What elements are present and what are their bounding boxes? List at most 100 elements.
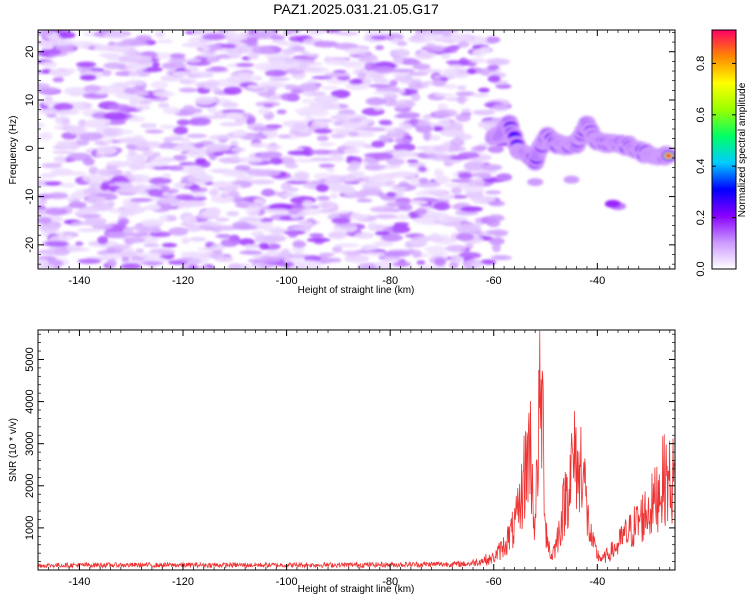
- x-tick-label: -100: [276, 275, 298, 287]
- noise-blob: [268, 77, 290, 81]
- noise-blob: [442, 68, 458, 77]
- noise-blob: [495, 83, 512, 89]
- noise-blob: [316, 195, 331, 201]
- noise-blob: [415, 208, 428, 215]
- signal-blob: [496, 173, 513, 182]
- noise-blob: [258, 107, 271, 115]
- noise-blob: [435, 170, 444, 177]
- noise-blob: [247, 212, 257, 217]
- noise-blob: [180, 200, 206, 207]
- noise-blob: [217, 30, 229, 34]
- noise-blob: [166, 215, 178, 222]
- noise-blob: [154, 30, 166, 38]
- noise-blob: [105, 84, 129, 92]
- noise-blob: [147, 226, 162, 234]
- noise-blob: [129, 98, 138, 107]
- noise-blob: [434, 257, 446, 267]
- noise-blob: [162, 62, 187, 69]
- noise-blob: [373, 106, 383, 111]
- noise-blob: [45, 208, 62, 216]
- noise-blob: [54, 156, 66, 164]
- noise-blob: [393, 214, 411, 220]
- noise-blob: [445, 244, 467, 253]
- noise-blob: [316, 135, 329, 142]
- noise-blob: [471, 93, 489, 98]
- noise-blob: [444, 146, 467, 152]
- noise-blob: [332, 246, 343, 253]
- noise-blob: [143, 243, 160, 248]
- noise-blob: [306, 53, 320, 58]
- noise-blob: [175, 154, 188, 162]
- snr-plot-area: [38, 330, 675, 570]
- noise-blob: [374, 79, 391, 85]
- noise-blob: [159, 124, 177, 130]
- noise-blob: [61, 118, 71, 127]
- noise-blob: [488, 237, 505, 245]
- noise-blob: [175, 194, 194, 201]
- noise-blob: [343, 140, 368, 148]
- noise-blob: [386, 191, 397, 197]
- noise-blob: [300, 106, 325, 113]
- noise-blob: [76, 209, 99, 215]
- noise-blob: [211, 87, 222, 92]
- noise-blob: [301, 98, 315, 104]
- noise-blob: [55, 44, 75, 53]
- noise-blob: [318, 163, 335, 168]
- noise-blob: [457, 95, 466, 105]
- noise-blob: [408, 81, 423, 90]
- noise-blob: [355, 177, 364, 183]
- noise-blob: [230, 140, 239, 148]
- noise-blob: [368, 73, 379, 78]
- noise-blob: [247, 84, 264, 90]
- noise-blob: [183, 105, 195, 111]
- noise-blob: [401, 123, 413, 131]
- noise-blob: [407, 36, 433, 44]
- noise-blob: [293, 171, 310, 179]
- noise-blob: [454, 223, 478, 232]
- noise-blob: [134, 91, 150, 96]
- noise-blob: [472, 109, 495, 116]
- noise-blob: [458, 57, 469, 66]
- noise-blob: [215, 234, 232, 239]
- noise-blob: [238, 238, 255, 246]
- noise-blob: [342, 60, 364, 69]
- noise-blob: [306, 30, 326, 35]
- noise-blob: [424, 245, 447, 253]
- noise-blob: [82, 174, 105, 183]
- noise-blob: [58, 31, 76, 39]
- noise-blob: [394, 138, 412, 144]
- noise-blob: [124, 64, 148, 71]
- noise-blob: [250, 263, 263, 268]
- noise-blob: [309, 233, 324, 238]
- noise-blob: [387, 225, 411, 234]
- noise-blob: [168, 227, 189, 236]
- noise-blob: [50, 168, 73, 176]
- noise-blob: [265, 249, 281, 257]
- noise-blob: [356, 198, 373, 203]
- noise-blob: [40, 172, 57, 179]
- noise-blob: [84, 122, 106, 128]
- noise-blob: [160, 74, 184, 82]
- noise-blob: [56, 142, 73, 148]
- noise-blob: [156, 39, 174, 44]
- noise-blob: [144, 165, 155, 169]
- noise-blob: [487, 64, 500, 71]
- noise-blob: [297, 111, 314, 117]
- noise-blob: [437, 103, 448, 111]
- noise-blob: [105, 161, 132, 168]
- noise-blob: [340, 186, 356, 195]
- noise-blob: [470, 172, 491, 178]
- noise-blob: [418, 166, 427, 173]
- noise-blob: [338, 174, 357, 183]
- noise-blob: [450, 254, 463, 264]
- noise-blob: [411, 249, 422, 258]
- noise-blob: [391, 261, 412, 268]
- noise-blob: [393, 222, 409, 227]
- noise-blob: [189, 237, 207, 242]
- noise-blob: [83, 84, 102, 93]
- noise-blob: [486, 219, 501, 228]
- noise-blob: [372, 173, 397, 181]
- noise-blob: [374, 260, 394, 269]
- noise-blob: [479, 46, 491, 55]
- noise-blob: [189, 117, 212, 126]
